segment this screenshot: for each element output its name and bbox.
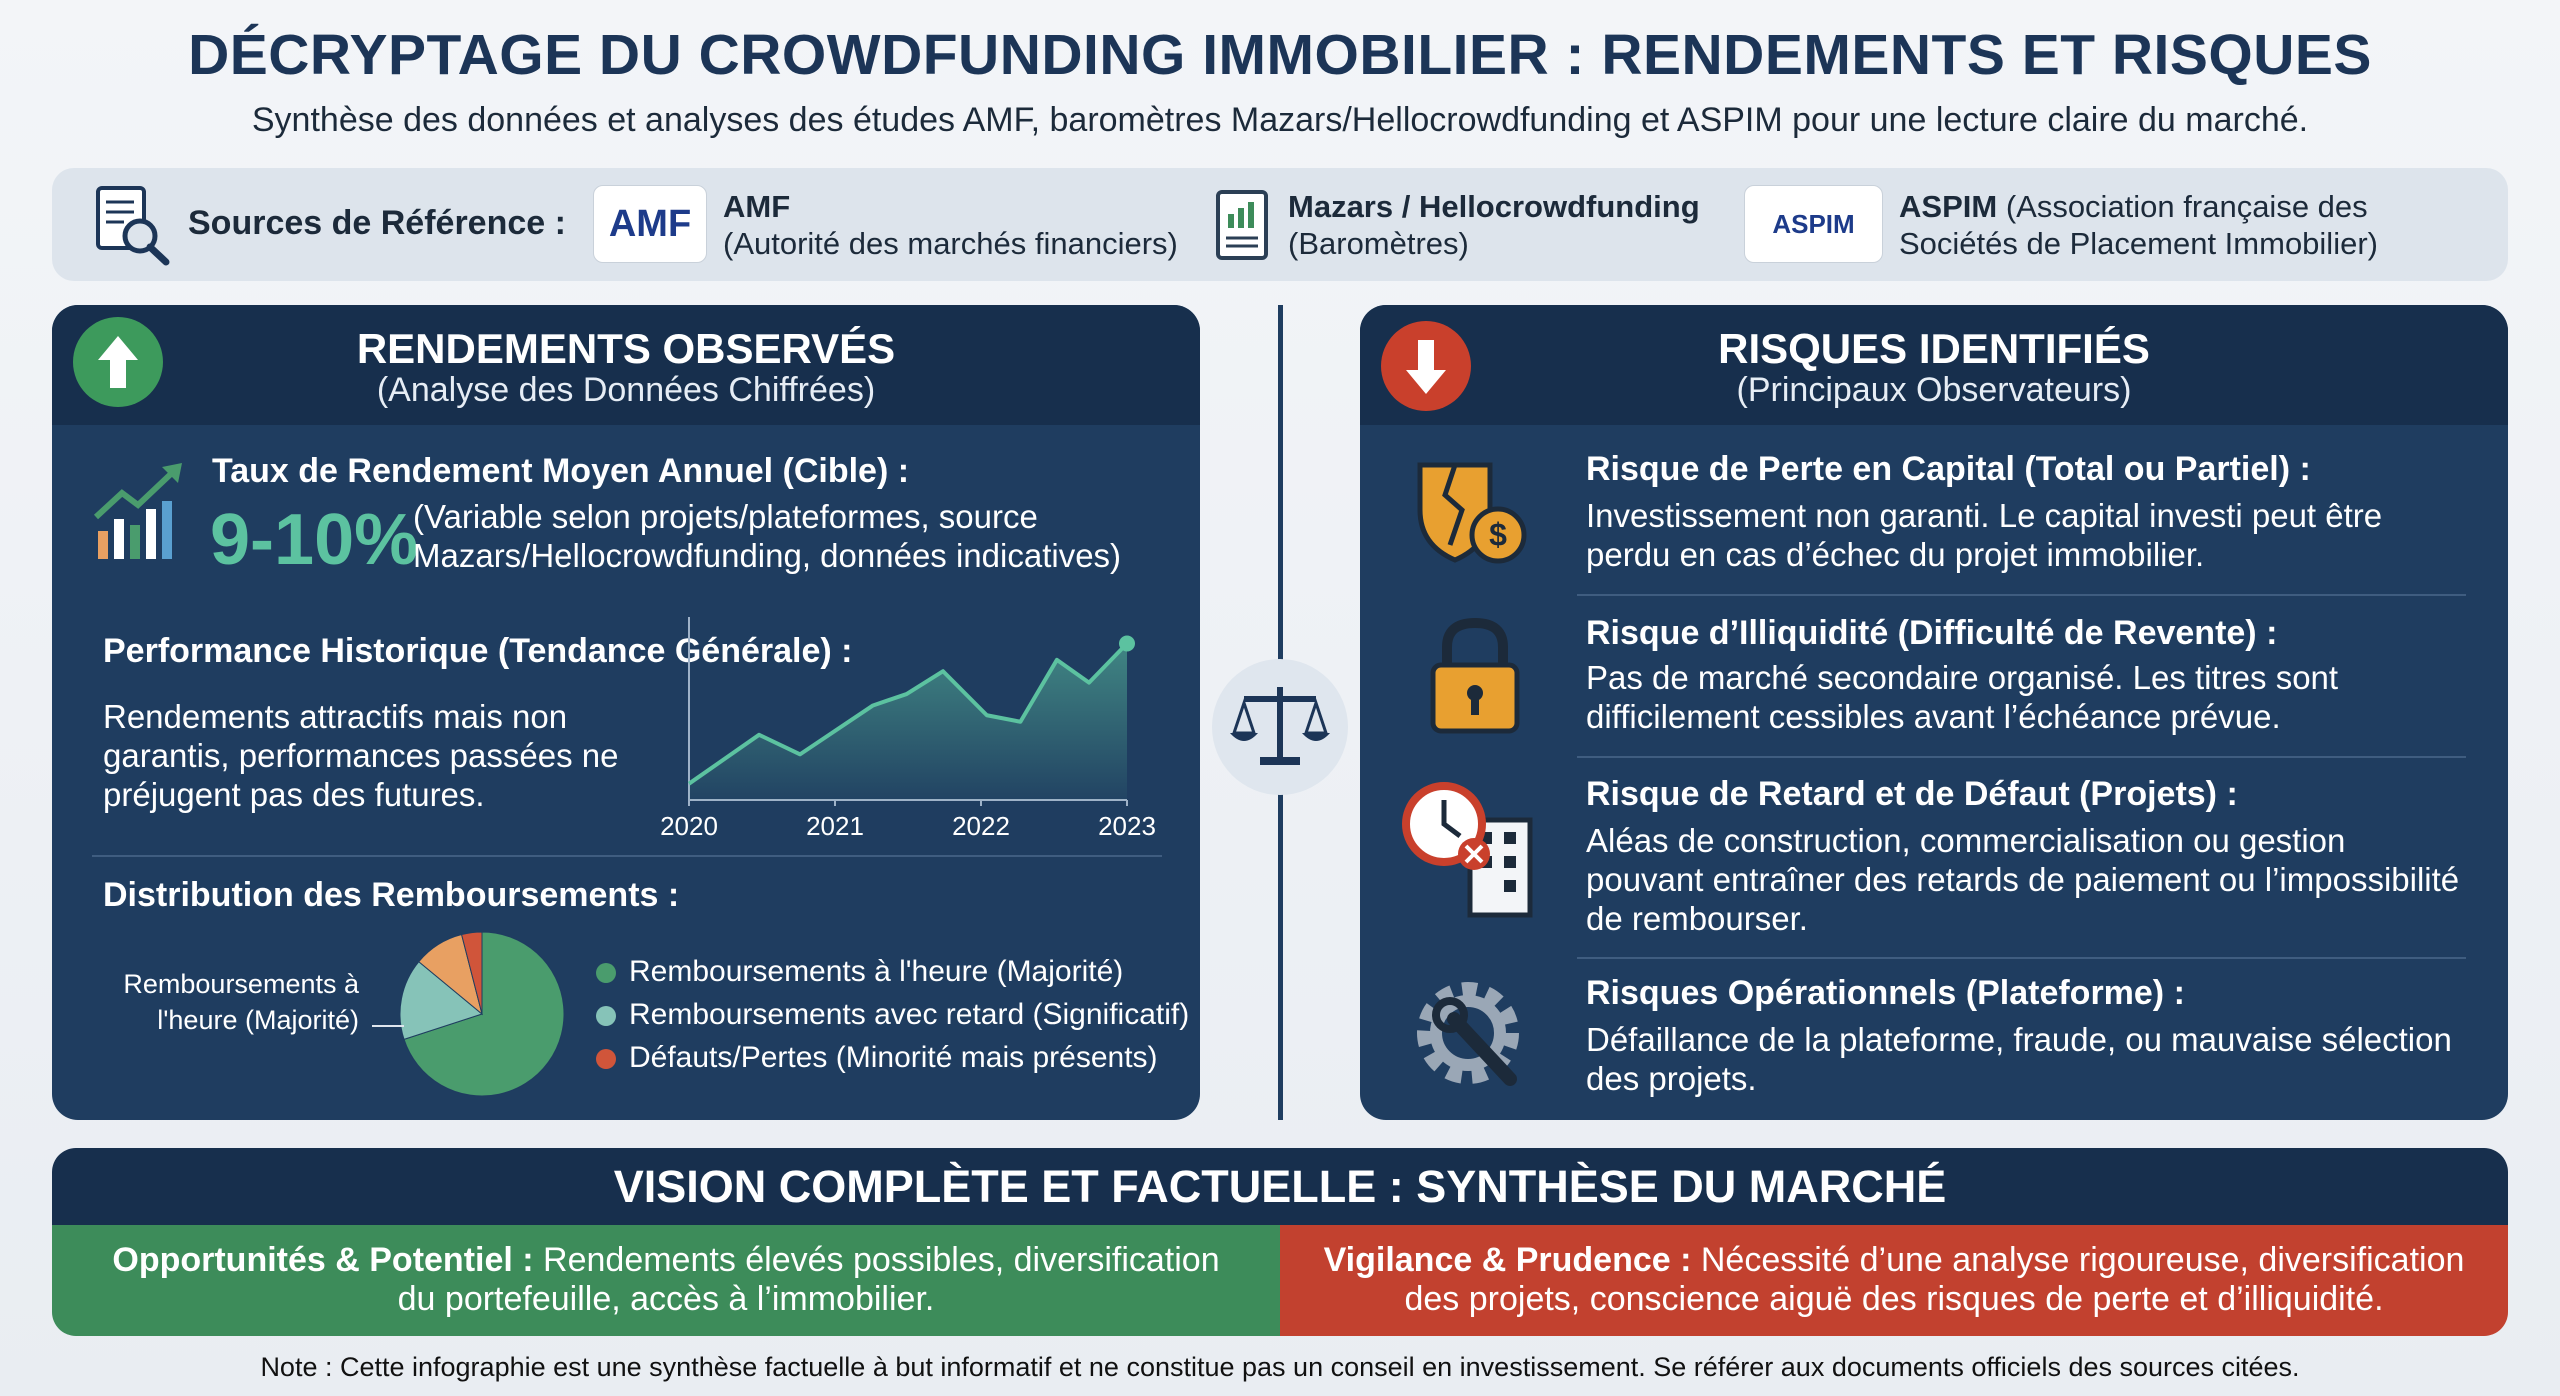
panel-title: RISQUES IDENTIFIÉS bbox=[1718, 325, 2150, 372]
separator bbox=[1577, 957, 2466, 959]
sources-bar bbox=[52, 168, 2508, 281]
aspim-logo: ASPIM bbox=[1744, 185, 1883, 263]
legend-swatch bbox=[596, 1006, 616, 1026]
growth-icon bbox=[93, 463, 182, 559]
legend-swatch bbox=[596, 1049, 616, 1069]
down-icon bbox=[1381, 321, 1471, 411]
capital-icon: $ bbox=[1417, 462, 1527, 564]
distribution-label: Distribution des Remboursements : bbox=[103, 876, 680, 914]
risk-text: Pas de marché secondaire organisé. Les t… bbox=[1586, 659, 2339, 735]
source-detail: (Autorité des marchés financiers) bbox=[723, 226, 1178, 261]
area bbox=[689, 643, 1127, 800]
risk-title: Risques Opérationnels (Plateforme) : bbox=[1586, 974, 2185, 1012]
source-aspim: ASPIM (Association française des Société… bbox=[1899, 188, 2439, 262]
x-tick-label: 2022 bbox=[952, 811, 1010, 841]
opportunities: Opportunités & Potentiel : Rendements él… bbox=[52, 1225, 1280, 1336]
legend-label: Remboursements avec retard (Significatif… bbox=[629, 998, 1189, 1031]
risk-title: Risque de Perte en Capital (Total ou Par… bbox=[1586, 450, 2311, 488]
up-icon bbox=[73, 317, 163, 407]
separator bbox=[92, 855, 1162, 857]
panel-title: RENDEMENTS OBSERVÉS bbox=[356, 325, 896, 372]
source-detail: (Association française des Sociétés de P… bbox=[1899, 189, 2378, 261]
page-title: DÉCRYPTAGE DU CROWDFUNDING IMMOBILIER : … bbox=[188, 23, 2372, 87]
legend-swatch bbox=[596, 963, 616, 983]
vigilance: Vigilance & Prudence : Nécessité d’une a… bbox=[1280, 1225, 2508, 1336]
synthesis: VISION COMPLÈTE ET FACTUELLE : SYNTHÈSE … bbox=[52, 1148, 2508, 1336]
sources-label: Sources de Référence : bbox=[188, 204, 566, 242]
page-subtitle: Synthèse des données et analyses des étu… bbox=[251, 101, 2309, 139]
x-tick-label: 2020 bbox=[660, 811, 718, 841]
svg-text:$: $ bbox=[1489, 516, 1507, 552]
gear-icon bbox=[1417, 982, 1519, 1086]
separator bbox=[1577, 594, 2466, 596]
history-text: Rendements attractifs mais non garantis,… bbox=[103, 698, 619, 813]
risk-text: Aléas de construction, commercialisation… bbox=[1586, 822, 2460, 937]
footnote: Note : Cette infographie est une synthès… bbox=[260, 1352, 2300, 1382]
history-label: Performance Historique (Tendance Général… bbox=[103, 632, 853, 670]
panel-subtitle: (Principaux Observateurs) bbox=[1736, 371, 2132, 409]
legend-label: Défauts/Pertes (Minorité mais présents) bbox=[629, 1041, 1158, 1074]
x-tick-label: 2023 bbox=[1098, 811, 1156, 841]
callout-line-text: Remboursements à bbox=[123, 969, 360, 999]
amf-logo: AMF bbox=[593, 185, 707, 263]
risks-panel: RISQUES IDENTIFIÉS (Principaux Observate… bbox=[1360, 305, 2508, 1120]
panel-header bbox=[1360, 305, 2508, 425]
opportunities-label: Opportunités & Potentiel : bbox=[112, 1241, 534, 1279]
opportunities-text: Rendements élevés possibles, diversifica… bbox=[397, 1241, 1220, 1318]
x-tick-label: 2021 bbox=[806, 811, 864, 841]
source-name: Mazars / Hellocrowdfunding bbox=[1288, 189, 1700, 224]
line bbox=[687, 642, 1129, 786]
panel-subtitle: (Analyse des Données Chiffrées) bbox=[376, 371, 876, 409]
risk-title: Risque d’Illiquidité (Difficulté de Reve… bbox=[1586, 614, 2278, 652]
callout-label: Remboursements à l'heure (Majorité) bbox=[123, 969, 360, 1035]
risk-text: Investissement non garanti. Le capital i… bbox=[1586, 497, 2383, 573]
delay-icon bbox=[1402, 782, 1533, 918]
target-value: 9-10% bbox=[210, 500, 419, 580]
source-name: AMF bbox=[723, 189, 791, 224]
synthesis-title: VISION COMPLÈTE ET FACTUELLE : SYNTHÈSE … bbox=[52, 1148, 2508, 1225]
pie-slice bbox=[460, 931, 483, 1015]
end-point bbox=[1119, 635, 1135, 652]
source-name: ASPIM bbox=[1899, 189, 1998, 224]
mazars-icon bbox=[1216, 190, 1268, 260]
vigilance-text: Nécessité d’une analyse rigoureuse, dive… bbox=[1404, 1241, 2465, 1318]
vigilance-label: Vigilance & Prudence : bbox=[1323, 1241, 1692, 1279]
separator bbox=[1577, 756, 2466, 758]
source-mazars: Mazars / Hellocrowdfunding (Baromètres) bbox=[1288, 188, 1728, 262]
panel-header bbox=[52, 305, 1200, 425]
source-detail: (Baromètres) bbox=[1288, 226, 1469, 261]
legend-label: Remboursements à l'heure (Majorité) bbox=[629, 955, 1123, 988]
returns-panel: RENDEMENTS OBSERVÉS (Analyse des Données… bbox=[52, 305, 1200, 1120]
callout-line-text: l'heure (Majorité) bbox=[157, 1005, 359, 1035]
target-note: (Variable selon projets/plateformes, sou… bbox=[413, 498, 1122, 574]
sources-icon bbox=[96, 186, 170, 266]
pie-slice bbox=[403, 931, 565, 1097]
risk-title: Risque de Retard et de Défaut (Projets) … bbox=[1586, 775, 2238, 813]
lock-icon bbox=[1430, 617, 1520, 734]
risk-text: Défaillance de la plateforme, fraude, ou… bbox=[1586, 1021, 2452, 1097]
balance-icon bbox=[1212, 659, 1348, 795]
source-amf: AMF (Autorité des marchés financiers) bbox=[723, 188, 1203, 262]
target-label: Taux de Rendement Moyen Annuel (Cible) : bbox=[212, 452, 910, 490]
pie-slice bbox=[399, 961, 484, 1040]
